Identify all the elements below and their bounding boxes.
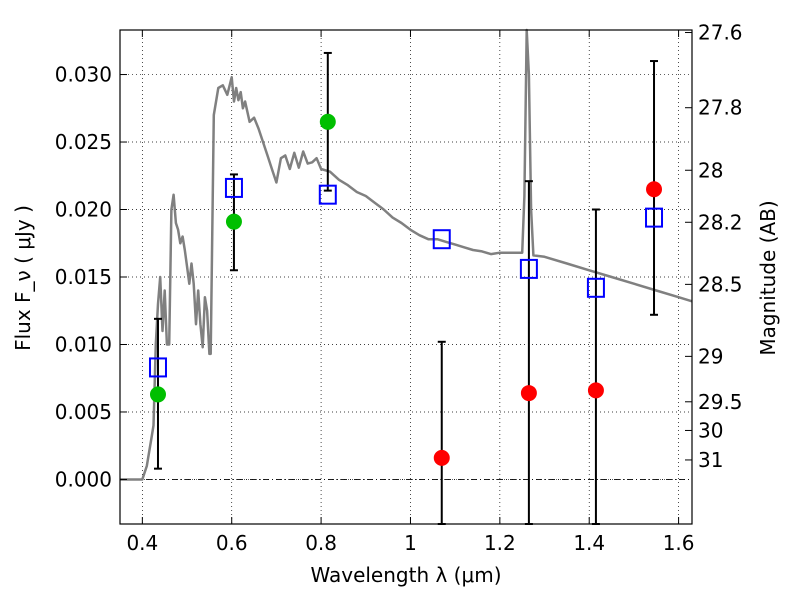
model-flux-square	[148, 357, 167, 378]
error-bars	[153, 51, 659, 525]
mag-tick-label: 29	[698, 344, 723, 368]
model-flux-square	[432, 229, 451, 250]
model-flux-square	[519, 258, 538, 279]
observed-flux-point	[587, 382, 604, 399]
x-tick-label: 1.2	[484, 531, 516, 555]
x-tick-label: 1.4	[573, 531, 605, 555]
model-flux-square	[645, 207, 664, 228]
mag-tick-label: 28	[698, 158, 723, 182]
x-tick-label: 0.6	[216, 531, 248, 555]
x-tick-label: 0.4	[126, 531, 158, 555]
model-flux-square	[224, 177, 243, 198]
template-spectrum-line	[120, 28, 693, 481]
y-tick-label: 0.030	[55, 63, 112, 87]
y-tick-label: 0.005	[55, 400, 112, 424]
y-tick-label: 0.015	[55, 265, 112, 289]
mag-tick-label: 27.6	[698, 21, 743, 45]
mag-tick-label: 30	[698, 418, 723, 442]
model-flux-square	[318, 184, 337, 205]
y-tick-label: 0.000	[55, 467, 112, 491]
y-tick-label: 0.010	[55, 332, 112, 356]
mag-tick-label: 31	[698, 448, 723, 472]
model-flux-square	[586, 277, 605, 298]
plot-frame	[119, 29, 693, 525]
mag-tick-label: 29.5	[698, 390, 743, 414]
x-tick-label: 1.6	[663, 531, 695, 555]
grid	[120, 30, 692, 524]
y-axis-label: Flux F_ν ( μJy )	[11, 205, 35, 351]
x-tick-label: 1	[404, 531, 417, 555]
data-markers	[148, 113, 664, 466]
x-tick-label: 0.8	[305, 531, 337, 555]
observed-flux-point	[319, 113, 336, 130]
mag-tick-label: 28.2	[698, 210, 743, 234]
y-axis-right-magnitude: 27.6 27.8 28 28.2 28.5 29 29.5 30 31	[685, 21, 743, 472]
y-tick-label: 0.020	[55, 198, 112, 222]
observed-flux-point	[433, 449, 450, 466]
observed-flux-point	[520, 385, 537, 402]
observed-flux-point	[225, 213, 242, 230]
observed-flux-point	[646, 181, 663, 198]
y-axis-left: 0.000 0.005 0.010 0.015 0.020 0.025 0.030	[55, 63, 127, 491]
y-axis-right-label: Magnitude (AB)	[756, 200, 780, 355]
observed-flux-point	[149, 386, 166, 403]
mag-tick-label: 27.8	[698, 96, 743, 120]
y-tick-label: 0.025	[55, 130, 112, 154]
mag-tick-label: 28.5	[698, 272, 743, 296]
x-axis: 0.4 0.6 0.8 1 1.2 1.4 1.6	[126, 30, 695, 555]
x-axis-label: Wavelength λ (μm)	[310, 563, 501, 587]
